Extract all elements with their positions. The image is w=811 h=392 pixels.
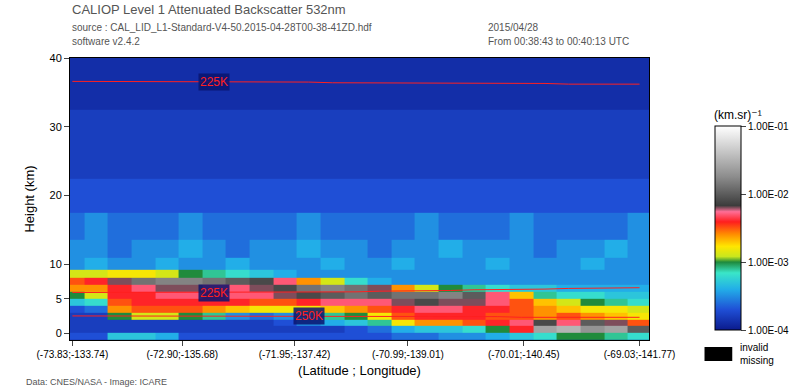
svg-text:5: 5 xyxy=(56,293,62,305)
svg-text:225K: 225K xyxy=(200,286,228,300)
svg-text:30: 30 xyxy=(50,121,62,133)
svg-text:1.00E-04: 1.00E-04 xyxy=(748,325,789,336)
svg-text:2015/04/28: 2015/04/28 xyxy=(488,22,538,33)
svg-text:1.00E-01: 1.00E-01 xyxy=(748,121,789,132)
svg-text:Data: CNES/NASA - Image: ICARE: Data: CNES/NASA - Image: ICARE xyxy=(26,377,167,387)
svg-text:10: 10 xyxy=(50,258,62,270)
svg-text:(km.sr)⁻¹: (km.sr)⁻¹ xyxy=(714,108,762,122)
svg-text:source : CAL_LID_L1-Standard-V: source : CAL_LID_L1-Standard-V4-50.2015-… xyxy=(72,22,372,33)
svg-text:(-73.83;-133.74): (-73.83;-133.74) xyxy=(37,349,109,360)
svg-text:From 00:38:43 to 00:40:13 UTC: From 00:38:43 to 00:40:13 UTC xyxy=(488,36,629,47)
svg-text:(-70.01;-140.45): (-70.01;-140.45) xyxy=(488,349,560,360)
svg-text:(-72.90;-135.68): (-72.90;-135.68) xyxy=(146,349,218,360)
svg-text:invalidmissing: invalidmissing xyxy=(740,342,774,366)
svg-text:250K: 250K xyxy=(295,309,323,323)
svg-text:CALIOP Level 1 Attenuated Back: CALIOP Level 1 Attenuated Backscatter 53… xyxy=(72,2,346,17)
svg-text:20: 20 xyxy=(50,189,62,201)
svg-text:0: 0 xyxy=(56,327,62,339)
svg-text:(-71.95;-137.42): (-71.95;-137.42) xyxy=(259,349,331,360)
svg-text:software v2.4.2: software v2.4.2 xyxy=(72,36,140,47)
svg-text:(-69.03;-141.77): (-69.03;-141.77) xyxy=(604,349,676,360)
svg-text:(Latitude ; Longitude): (Latitude ; Longitude) xyxy=(298,363,421,378)
svg-text:40: 40 xyxy=(50,52,62,64)
svg-text:225K: 225K xyxy=(200,75,228,89)
svg-text:(-70.99;-139.01): (-70.99;-139.01) xyxy=(372,349,444,360)
svg-text:1.00E-02: 1.00E-02 xyxy=(748,189,789,200)
svg-text:Height (km): Height (km) xyxy=(22,165,37,232)
svg-text:1.00E-03: 1.00E-03 xyxy=(748,257,789,268)
